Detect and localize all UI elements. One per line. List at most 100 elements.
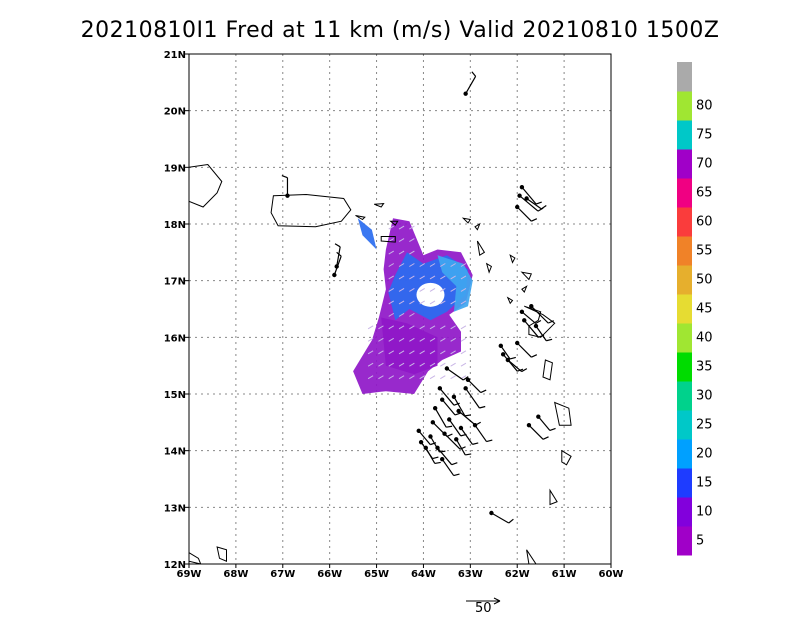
wind-vector — [450, 288, 456, 292]
barb-flag — [454, 412, 461, 416]
wind-vector — [460, 300, 467, 305]
wind-vector — [440, 350, 446, 355]
wind-vector — [388, 300, 395, 305]
colorbar-label: 15 — [696, 476, 713, 491]
wind-vector — [409, 288, 415, 292]
colorbar-segment — [677, 91, 692, 121]
x-tick-label: 66W — [317, 569, 342, 580]
barb-flag — [430, 442, 437, 446]
barb-flag — [531, 218, 538, 222]
wind-vector — [460, 325, 467, 330]
barb-staff — [467, 379, 482, 393]
y-tick-label: 16N — [164, 333, 186, 344]
coastline — [561, 449, 572, 466]
barb-staff — [507, 359, 523, 373]
wind-vector — [440, 375, 446, 380]
barb-staff — [528, 424, 544, 440]
colorbar-segment — [677, 468, 692, 498]
barb-staff — [446, 368, 464, 381]
barb-flag — [546, 338, 553, 342]
barb-staff — [441, 399, 456, 416]
colorbar-label: 80 — [696, 99, 713, 114]
wind-vector — [409, 300, 415, 305]
barb-flag — [453, 402, 460, 406]
barb-flag — [509, 356, 516, 360]
wind-vector — [398, 375, 405, 380]
barb-flag — [472, 442, 479, 445]
barb-flag — [531, 354, 538, 358]
wind-vector — [398, 312, 405, 317]
barb-flag — [479, 405, 486, 409]
colorbar-segment — [677, 410, 692, 440]
barb-flag — [542, 436, 549, 440]
wind-vector — [409, 325, 415, 330]
y-tick-label: 20N — [164, 107, 186, 118]
wind-vector — [409, 337, 415, 342]
wind-vector — [409, 250, 415, 255]
wind-vector — [419, 362, 425, 367]
wind-vector — [429, 375, 436, 380]
barb-staff — [432, 421, 448, 437]
colorbar-label: 40 — [696, 331, 713, 346]
barb-staff — [465, 76, 477, 94]
wind-vector — [367, 350, 374, 355]
barb-staff — [448, 419, 462, 437]
barb-staff — [523, 319, 539, 338]
barb-flag — [453, 473, 460, 477]
barb-flag — [465, 453, 472, 456]
barb-staff — [439, 387, 455, 406]
wind-vector — [388, 250, 395, 255]
wind-vector — [409, 350, 415, 355]
barb-flag — [521, 368, 528, 373]
wind-vector — [429, 300, 436, 305]
colorbar-label: 75 — [696, 128, 713, 143]
wind-vector — [398, 337, 405, 342]
barb-staff — [519, 195, 539, 212]
wind-vector — [388, 225, 395, 230]
wind-vector — [440, 325, 446, 330]
wind-vector — [378, 337, 384, 342]
coastline — [189, 163, 223, 208]
wind-vector — [367, 325, 374, 330]
wind-vector — [429, 350, 436, 355]
coastline — [521, 285, 528, 293]
wind-vector — [419, 288, 425, 292]
wind-vector — [388, 288, 395, 292]
wind-vector — [378, 325, 384, 330]
wind-vector — [460, 350, 467, 355]
barb-flag — [446, 425, 453, 428]
wind-vector — [378, 350, 384, 355]
wind-vector — [419, 350, 425, 355]
barb-flag — [334, 243, 341, 248]
y-tick-label: 13N — [164, 503, 186, 514]
colorbar-segment — [677, 294, 692, 324]
reference-vector — [466, 597, 501, 605]
barb-flag — [486, 439, 493, 443]
barb-flag — [460, 433, 467, 437]
coastline — [554, 401, 572, 426]
x-tick-label: 68W — [223, 569, 248, 580]
wind-vector — [419, 337, 425, 342]
x-tick-label: 63W — [458, 569, 483, 580]
wind-vector — [398, 300, 405, 305]
wind-vector — [409, 275, 415, 280]
wind-vector — [450, 375, 456, 380]
barb-staff — [530, 305, 549, 324]
barb-flag — [548, 320, 554, 324]
wind-vector — [378, 362, 384, 367]
barb-flag — [549, 427, 556, 432]
colorbar-segment — [677, 526, 692, 556]
barb-flag — [535, 201, 542, 205]
barb-staff — [418, 430, 431, 446]
chart-title: 20210810I1 Fred at 11 km (m/s) Valid 202… — [80, 18, 720, 43]
wind-vector — [409, 375, 415, 380]
wind-vector — [388, 275, 395, 280]
colorbar-label: 30 — [696, 389, 713, 404]
coastline — [526, 549, 537, 564]
wind-barbs — [281, 71, 556, 524]
wind-vector — [398, 238, 405, 242]
wind-vector — [388, 263, 395, 267]
coastline — [461, 217, 472, 224]
x-tick-label: 61W — [552, 569, 577, 580]
